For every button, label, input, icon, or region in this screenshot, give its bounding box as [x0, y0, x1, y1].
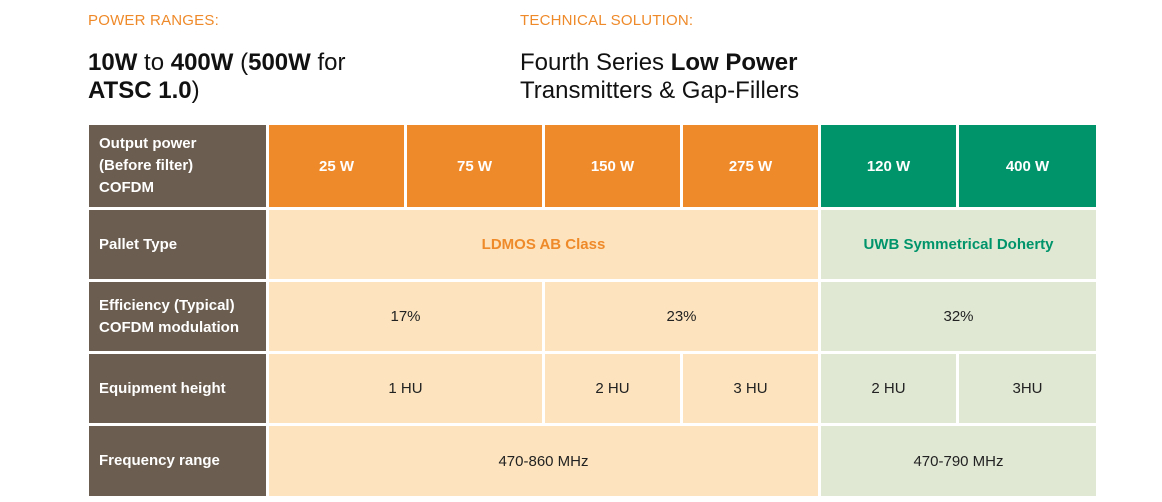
- height-cell: 3HU: [956, 351, 1099, 426]
- height-cell: 2 HU: [542, 351, 683, 426]
- power-to-text: to: [137, 49, 171, 76]
- height-cell: 1 HU: [266, 351, 545, 426]
- row-equipment-height: Equipment height 1 HU 2 HU 3 HU 2 HU 3HU: [86, 351, 1099, 426]
- series-subtitle: Transmitters & Gap-Fillers: [520, 77, 800, 104]
- efficiency-cell: 23%: [542, 279, 821, 354]
- frequency-cell: 470-790 MHz: [818, 423, 1099, 499]
- row-header-frequency-range: Frequency range: [86, 423, 269, 499]
- efficiency-cell: 32%: [818, 279, 1099, 354]
- power-cell: 120 W: [818, 122, 959, 210]
- height-cell: 2 HU: [818, 351, 959, 426]
- power-atsc-max: 500W: [248, 49, 311, 76]
- power-ranges-heading: 10W to 400W (500W for ATSC 1.0): [88, 49, 418, 105]
- power-for-text: for: [310, 49, 346, 76]
- power-cell: 400 W: [956, 122, 1099, 210]
- row-frequency-range: Frequency range 470-860 MHz 470-790 MHz: [86, 423, 1099, 499]
- spec-table: Output power (Before filter) COFDM 25 W …: [86, 122, 1099, 499]
- power-cell: 150 W: [542, 122, 683, 210]
- pallet-uwb-cell: UWB Symmetrical Doherty: [818, 207, 1099, 282]
- power-max: 400W: [170, 49, 234, 76]
- power-cell: 275 W: [680, 122, 821, 210]
- row-header-pallet-type: Pallet Type: [86, 207, 269, 282]
- power-min: 10W: [88, 49, 138, 76]
- efficiency-cell: 17%: [266, 279, 545, 354]
- frequency-cell: 470-860 MHz: [266, 423, 821, 499]
- row-header-equipment-height: Equipment height: [86, 351, 269, 426]
- pallet-ldmos-cell: LDMOS AB Class: [266, 207, 821, 282]
- series-bold: Low Power: [670, 49, 798, 76]
- row-efficiency: Efficiency (Typical) COFDM modulation 17…: [86, 279, 1099, 354]
- power-ranges-label: POWER RANGES:: [88, 12, 219, 29]
- row-output-power: Output power (Before filter) COFDM 25 W …: [86, 122, 1099, 210]
- row-header-efficiency: Efficiency (Typical) COFDM modulation: [86, 279, 269, 354]
- power-atsc-standard: ATSC 1.0: [88, 77, 192, 104]
- height-cell: 3 HU: [680, 351, 821, 426]
- row-header-output-power: Output power (Before filter) COFDM: [86, 122, 269, 210]
- power-cell: 25 W: [266, 122, 407, 210]
- row-pallet-type: Pallet Type LDMOS AB Class UWB Symmetric…: [86, 207, 1099, 282]
- technical-solution-heading: Fourth Series Low Power Transmitters & G…: [520, 49, 940, 105]
- power-cell: 75 W: [404, 122, 545, 210]
- technical-solution-label: TECHNICAL SOLUTION:: [520, 12, 694, 29]
- power-paren-open: (: [233, 49, 249, 76]
- series-text: Fourth Series: [520, 49, 671, 76]
- power-paren-close: ): [191, 77, 200, 104]
